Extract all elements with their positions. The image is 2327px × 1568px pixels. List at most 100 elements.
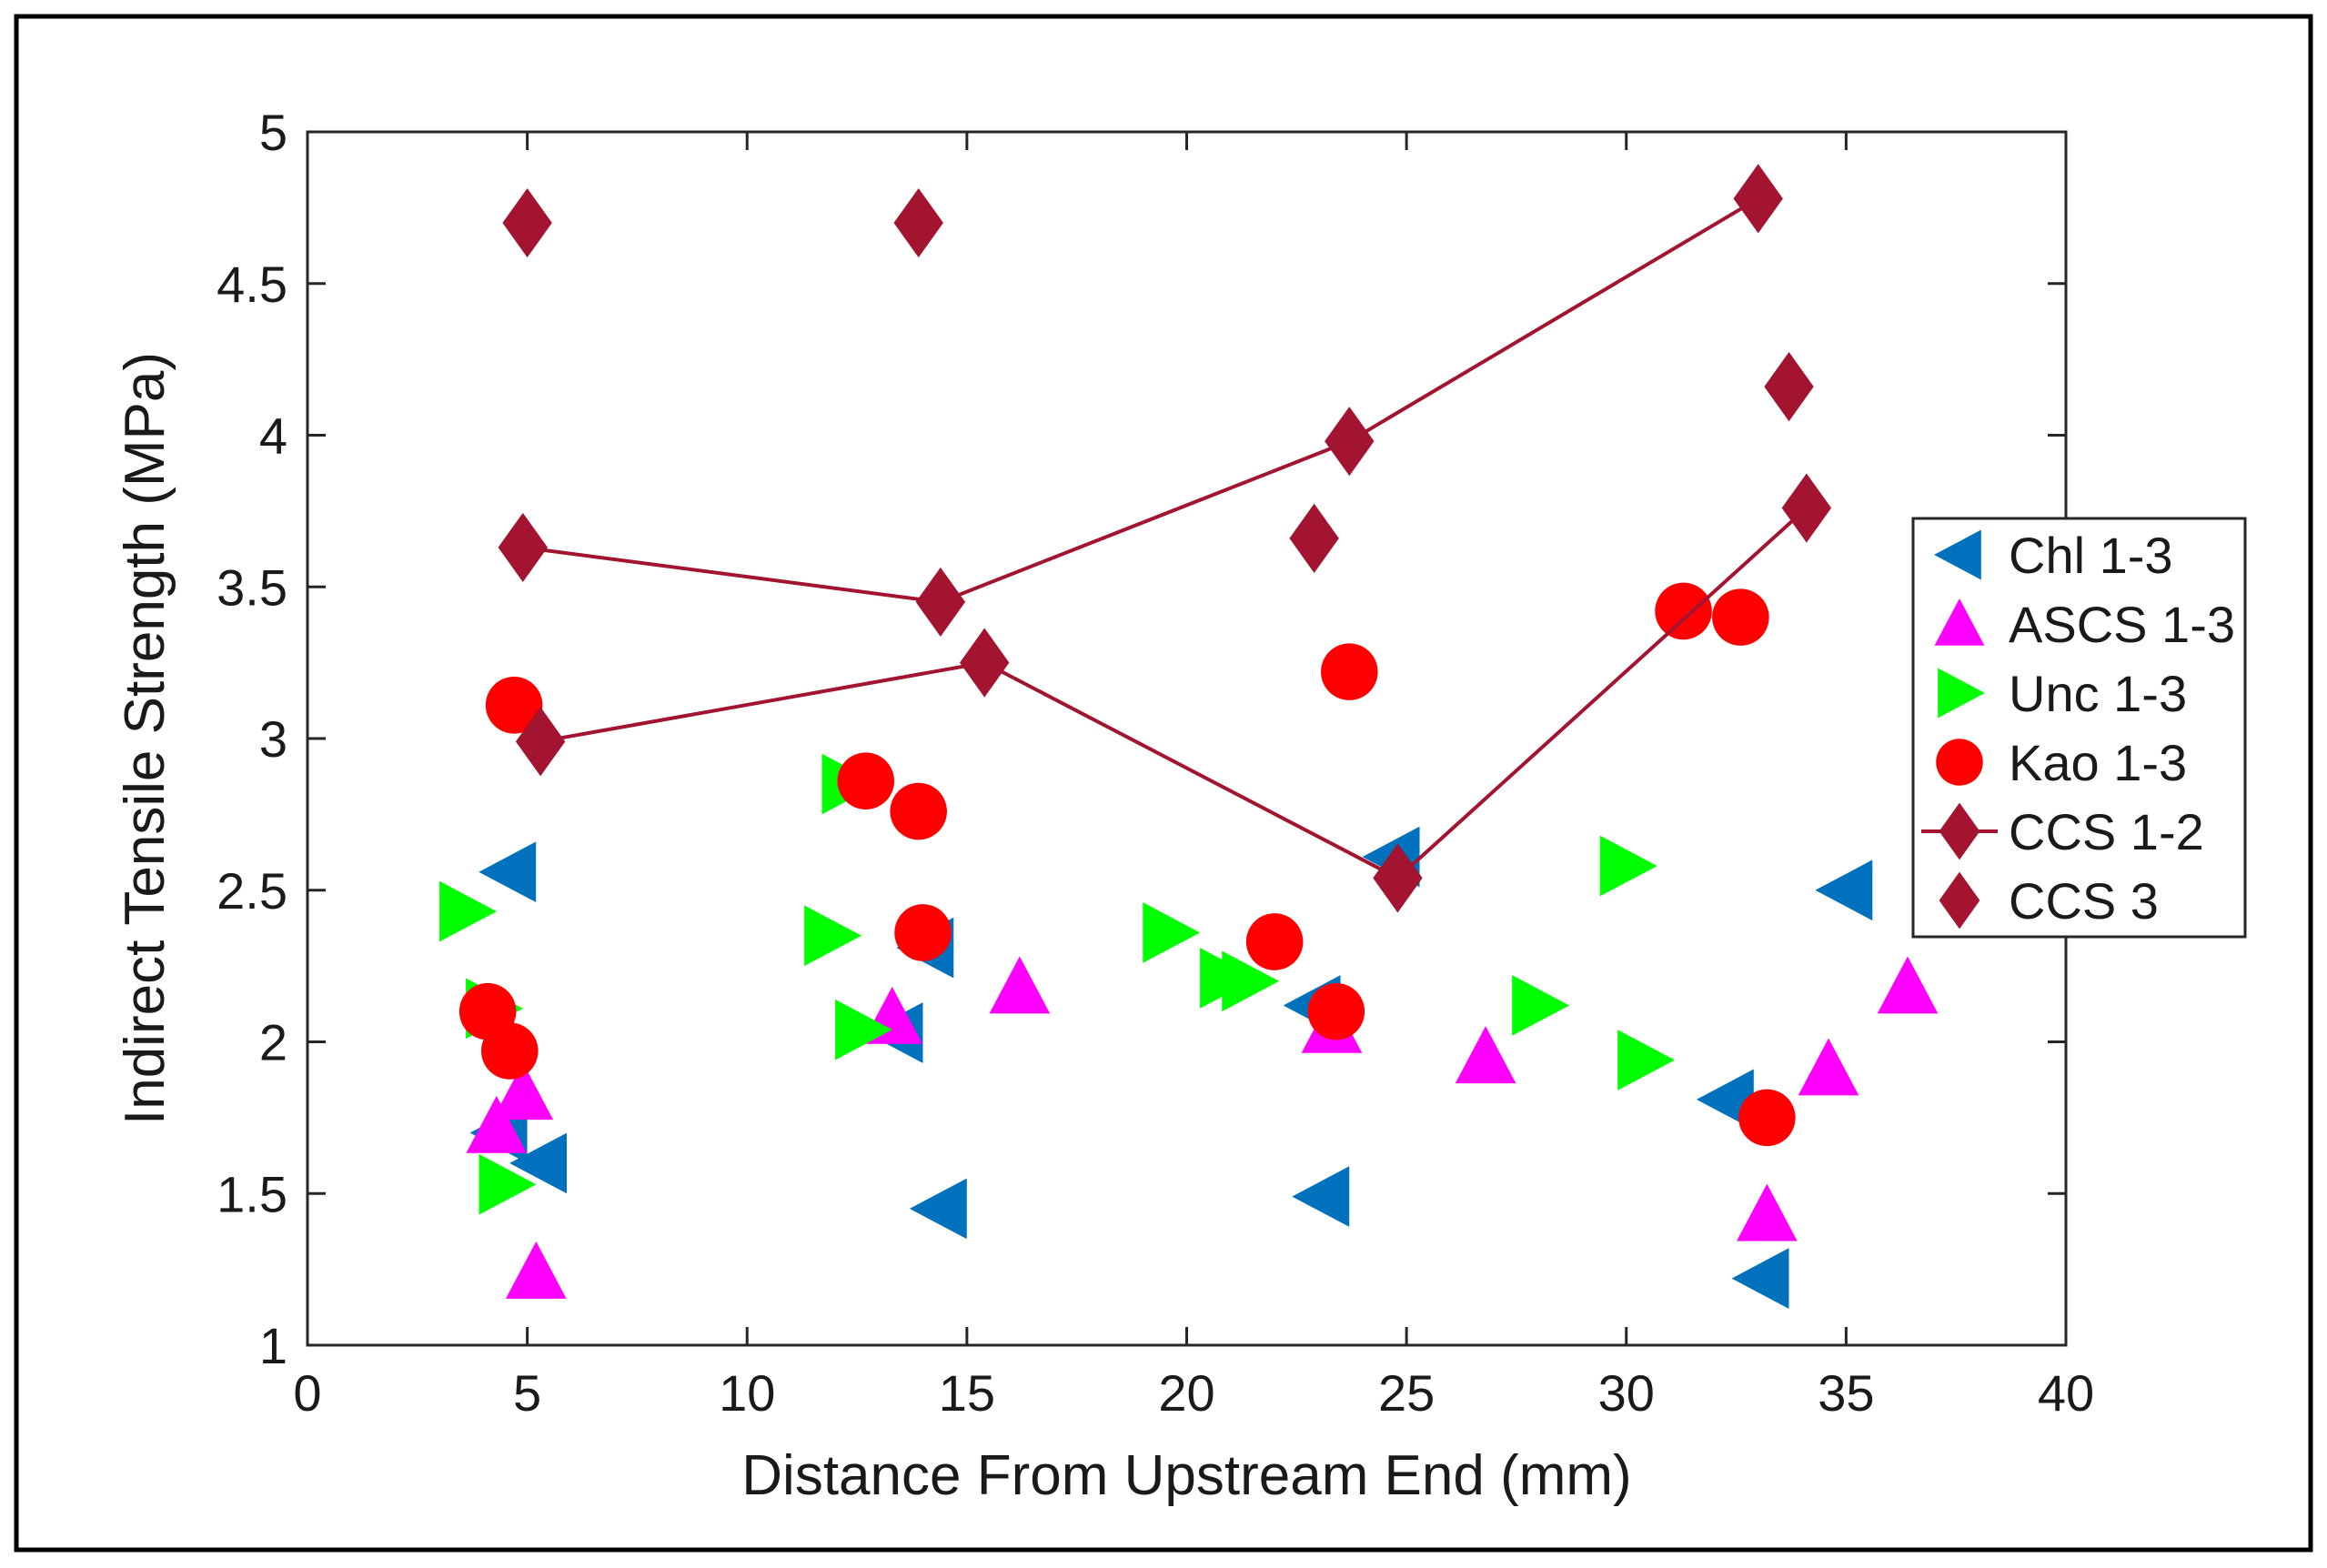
x-ticks — [306, 132, 2068, 1345]
data-point — [1245, 913, 1304, 970]
y-tick-label: 4 — [259, 407, 287, 465]
legend-items: Chl 1-3 ASCS 1-3 Unc 1-3 Kao 1-3 CCS 1-2 CCS … — [1921, 527, 2235, 930]
data-point — [498, 512, 548, 582]
data-point — [1512, 975, 1570, 1036]
data-point — [1292, 1166, 1350, 1227]
x-tick-label: 5 — [513, 1364, 541, 1422]
data-point — [1764, 352, 1814, 422]
legend-marker — [1938, 668, 1985, 719]
series-line — [522, 196, 1759, 604]
series-layer — [439, 164, 1939, 1309]
x-tick-label: 10 — [719, 1364, 775, 1422]
data-point — [1599, 835, 1657, 897]
y-axis-label: Indirect Tensile Strength (MPa) — [114, 352, 176, 1125]
data-point — [1877, 956, 1939, 1014]
y-tick-label: 2.5 — [217, 862, 287, 920]
legend-label: CCS 3 — [2009, 872, 2159, 930]
data-point — [478, 1153, 537, 1215]
data-point — [804, 905, 862, 967]
x-axis: 0 5 10 15 20 25 30 35 40 Distance From Upstream … — [293, 132, 2094, 1507]
data-point — [492, 1062, 554, 1121]
data-point — [1798, 1038, 1859, 1096]
data-point — [1289, 503, 1339, 573]
data-point — [834, 999, 892, 1060]
y-tick-labels: 1 1.5 2 2.5 3 3.5 4 4.5 5 — [217, 104, 287, 1374]
data-point — [915, 567, 966, 638]
data-point — [1781, 473, 1832, 543]
legend-marker — [1934, 598, 1985, 646]
y-tick-label: 4.5 — [217, 256, 287, 313]
data-point — [890, 782, 947, 840]
data-point — [1143, 902, 1201, 963]
data-point — [893, 187, 943, 258]
data-point — [481, 1022, 539, 1080]
legend-label: ASCS 1-3 — [2009, 596, 2235, 653]
data-point — [1712, 588, 1769, 646]
legend-marker — [1936, 739, 1983, 786]
data-point — [1325, 407, 1375, 477]
y-axis: 1 1.5 2 2.5 3 3.5 4 4.5 5 Indirect Tensile Stren… — [114, 104, 2066, 1374]
x-tick-label: 30 — [1598, 1364, 1655, 1422]
legend-label: Chl 1-3 — [2009, 527, 2173, 584]
y-tick-label: 1.5 — [217, 1165, 287, 1222]
data-point — [1738, 1089, 1796, 1147]
x-tick-label: 35 — [1818, 1364, 1874, 1422]
legend-entry: ASCS 1-3 — [1934, 596, 2235, 653]
data-point — [1321, 643, 1378, 700]
legend: Chl 1-3 ASCS 1-3 Unc 1-3 Kao 1-3 CCS 1-2 CCS … — [1911, 517, 2247, 939]
data-point — [515, 707, 566, 777]
x-tick-label: 25 — [1378, 1364, 1435, 1422]
y-tick-label: 3 — [259, 710, 287, 768]
series-ccs-3 — [502, 187, 1814, 573]
data-point — [1737, 1183, 1798, 1241]
x-tick-label: 15 — [939, 1364, 995, 1422]
data-point — [1731, 1248, 1789, 1309]
x-tick-labels: 0 5 10 15 20 25 30 35 40 — [293, 1364, 2094, 1422]
data-point — [1373, 843, 1423, 913]
data-point — [837, 752, 895, 809]
legend-entry: Kao 1-3 — [1936, 734, 2187, 791]
data-point — [509, 1132, 568, 1194]
data-point — [505, 1241, 567, 1299]
legend-label: Kao 1-3 — [2009, 734, 2187, 791]
legend-label: Unc 1-3 — [2009, 665, 2187, 722]
series-ccs-1-2 — [498, 164, 1832, 913]
data-point — [1455, 1026, 1516, 1084]
y-tick-label: 1 — [259, 1317, 287, 1374]
legend-box — [1911, 517, 2247, 939]
legend-entry: Chl 1-3 — [1934, 527, 2173, 584]
data-point — [1655, 582, 1712, 640]
data-point — [909, 1178, 967, 1240]
plot-area — [306, 130, 2068, 1347]
y-tick-label: 2 — [259, 1014, 287, 1071]
data-point — [478, 841, 537, 903]
data-point — [1307, 982, 1365, 1040]
data-point — [1815, 859, 1873, 921]
data-point — [466, 1095, 528, 1153]
legend-entry: CCS 1-2 — [1921, 802, 2204, 860]
legend-marker — [1939, 802, 1980, 860]
legend-marker — [1939, 871, 1980, 930]
series-kao-1-3 — [458, 582, 1796, 1147]
legend-label: CCS 1-2 — [2009, 803, 2204, 860]
data-point — [439, 880, 497, 942]
data-point — [485, 677, 543, 734]
legend-entry: CCS 3 — [1939, 871, 2159, 930]
data-point — [1222, 950, 1280, 1012]
data-point — [1733, 164, 1783, 234]
x-tick-label: 40 — [2038, 1364, 2094, 1422]
x-axis-label: Distance From Upstream End (mm) — [741, 1444, 1631, 1507]
legend-marker — [1934, 529, 1981, 580]
y-tick-label: 5 — [259, 104, 287, 161]
series-line — [539, 507, 1808, 880]
x-tick-label: 20 — [1158, 1364, 1214, 1422]
data-point — [894, 904, 952, 961]
data-point — [960, 628, 1010, 698]
legend-entry: Unc 1-3 — [1938, 665, 2187, 722]
y-tick-label: 3.5 — [217, 558, 287, 616]
data-point — [1617, 1030, 1676, 1091]
data-point — [502, 187, 552, 258]
data-point — [989, 956, 1051, 1014]
x-tick-label: 0 — [293, 1364, 321, 1422]
